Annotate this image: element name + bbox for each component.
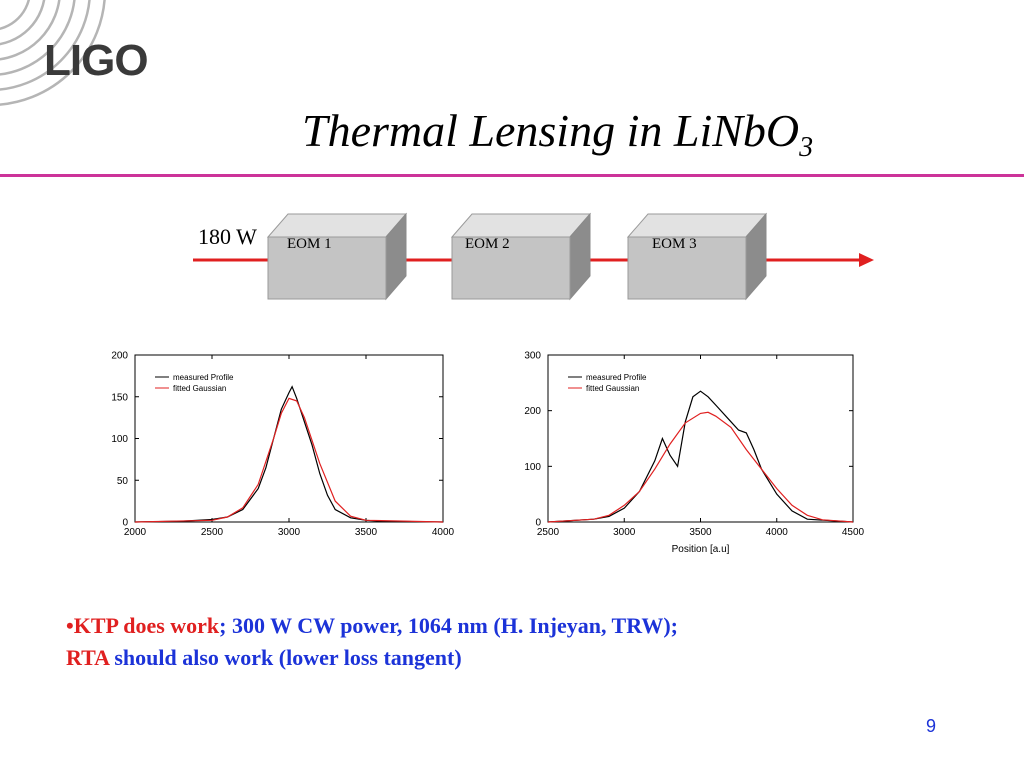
chart-1-ytick-label: 100 <box>111 434 128 445</box>
input-power-label: 180 W <box>198 224 257 249</box>
title-text: Thermal Lensing in LiNbO <box>302 105 800 156</box>
chart-2-ytick-label: 300 <box>524 351 541 362</box>
chart-2-ytick-label: 0 <box>535 518 541 529</box>
chart-2-series-measured <box>547 390 854 523</box>
chart-2-legend-label: measured Profile <box>586 373 647 382</box>
eom-diagram <box>193 212 874 301</box>
chart-1-xtick-label: 3500 <box>355 527 378 538</box>
chart-2-ytick-label: 200 <box>524 406 541 417</box>
ktp-statement: KTP does work <box>73 613 220 638</box>
beam-profile-charts: 2000 2500 3000 3500 4000050100150200measured… <box>111 351 865 556</box>
chart-2-xlabel: Position [a.u] <box>672 544 730 555</box>
chart-2-xtick-label: 3000 <box>613 527 636 538</box>
chart-2-xtick-label: 4500 <box>842 527 865 538</box>
chart-2-xtick-label: 4000 <box>766 527 789 538</box>
chart-1-xtick-label: 2000 <box>124 527 147 538</box>
rta-label: RTA <box>66 645 109 670</box>
rta-statement: should also work (lower loss tangent) <box>108 645 462 670</box>
ktp-details: ; 300 W CW power, 1064 nm (H. Injeyan, T… <box>219 613 678 638</box>
chart-2-ytick-label: 100 <box>524 462 541 473</box>
chart-2-xtick-label: 3500 <box>689 527 712 538</box>
chart-1-xtick-label: 4000 <box>432 527 455 538</box>
eom-3-label: EOM 3 <box>652 236 697 252</box>
chart-1-legend-label: measured Profile <box>173 373 234 382</box>
chart-1-series-fitted <box>134 397 444 523</box>
beam-arrowhead <box>859 253 874 267</box>
chart-2-series-fitted <box>547 411 854 523</box>
chart-1-ytick-label: 200 <box>111 351 128 362</box>
eom-1-label: EOM 1 <box>287 236 332 252</box>
slide-title: Thermal Lensing in LiNbO3 <box>302 104 813 164</box>
chart-2-xtick-label: 2500 <box>537 527 560 538</box>
chart-1-xtick-label: 3000 <box>278 527 301 538</box>
eom-2-box <box>450 212 592 301</box>
bullet-char: • <box>66 613 74 638</box>
chart-1-legend-label: fitted Gaussian <box>173 384 226 393</box>
chart-1-ytick-label: 0 <box>122 518 128 529</box>
chart-1-xtick-label: 2500 <box>201 527 224 538</box>
chart-1-series-measured <box>134 385 444 523</box>
eom-1-box <box>266 212 408 301</box>
chart-2-legend-label: fitted Gaussian <box>586 384 639 393</box>
chart-1-ytick-label: 150 <box>111 392 128 403</box>
title-subscript: 3 <box>799 132 814 163</box>
ligo-logo: LIGO <box>44 36 149 85</box>
conclusion-text: •KTP does work; 300 W CW power, 1064 nm … <box>66 610 678 674</box>
title-divider <box>0 174 1024 177</box>
eom-2-label: EOM 2 <box>465 236 510 252</box>
page-number: 9 <box>926 716 937 736</box>
chart-1-ytick-label: 50 <box>117 476 129 487</box>
eom-3-box <box>626 212 768 301</box>
